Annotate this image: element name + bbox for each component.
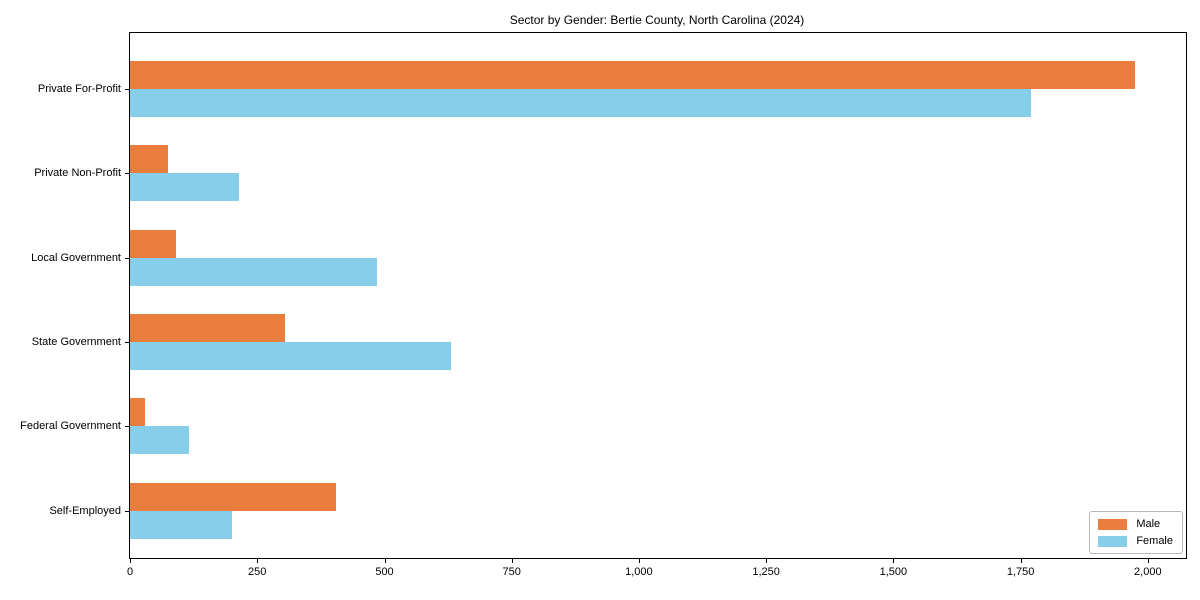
y-tick-mark [125, 257, 129, 259]
x-tick-mark [511, 559, 513, 563]
y-tick-label-private-for-profit: Private For-Profit [37, 83, 121, 95]
bar-female-private-non-profit [130, 173, 240, 202]
x-tick-mark [893, 559, 895, 563]
x-tick-mark [384, 559, 386, 563]
y-tick-mark [125, 341, 129, 343]
bar-female-private-for-profit [130, 89, 1031, 117]
x-tick-label-1750: 1,750 [1006, 566, 1035, 578]
x-tick-label-1500: 1,500 [879, 566, 908, 578]
bar-female-self-employed [130, 510, 232, 539]
bar-female-state-government [130, 341, 451, 370]
bars-layer [130, 33, 1186, 558]
y-tick-mark [125, 426, 129, 428]
legend-label-female: Female [1136, 535, 1173, 547]
x-tick-label-1250: 1,250 [752, 566, 780, 578]
bar-male-federal-government [130, 398, 146, 427]
x-tick-label-0: 0 [126, 566, 134, 578]
y-tick-label-private-non-profit: Private Non-Profit [34, 167, 121, 180]
y-tick-label-local-government: Local Government [31, 251, 121, 264]
x-tick-mark [1020, 559, 1022, 563]
legend-swatch-female [1098, 535, 1128, 547]
bar-male-self-employed [130, 482, 337, 511]
x-tick-mark [638, 559, 640, 563]
bar-female-local-government [130, 257, 377, 286]
y-tick-label-self-employed: Self-Employed [49, 504, 121, 517]
x-tick-mark [130, 559, 131, 563]
bar-female-federal-government [130, 426, 189, 455]
x-tick-mark [766, 559, 768, 563]
bar-male-state-government [130, 313, 286, 342]
x-tick-label-250: 250 [248, 566, 267, 578]
y-tick-label-federal-government: Federal Government [20, 420, 121, 433]
y-tick-mark [125, 173, 129, 175]
plot-area: Male Female Private For-Profit Private No… [20, 32, 1187, 578]
x-tick-label-500: 500 [375, 566, 394, 578]
legend: Male Female [1089, 511, 1183, 554]
bar-male-private-non-profit [130, 145, 169, 174]
legend-swatch-male [1098, 518, 1128, 530]
x-tick-label-1000: 1,000 [625, 566, 653, 578]
legend-label-male: Male [1136, 518, 1161, 530]
chart-title: Sector by Gender: Bertie County, North C… [509, 13, 805, 27]
y-tick-label-state-government: State Government [31, 335, 121, 348]
bar-male-private-for-profit [130, 61, 1136, 89]
x-tick-mark [1147, 559, 1149, 563]
legend-row-female: Female [1098, 535, 1173, 547]
x-tick-mark [257, 559, 259, 563]
y-tick-mark [125, 89, 129, 90]
bar-male-local-government [130, 229, 176, 258]
y-tick-mark [125, 510, 129, 512]
x-tick-label-2000: 2,000 [1134, 566, 1162, 578]
legend-row-male: Male [1098, 518, 1173, 530]
x-tick-label-750: 750 [502, 566, 521, 578]
